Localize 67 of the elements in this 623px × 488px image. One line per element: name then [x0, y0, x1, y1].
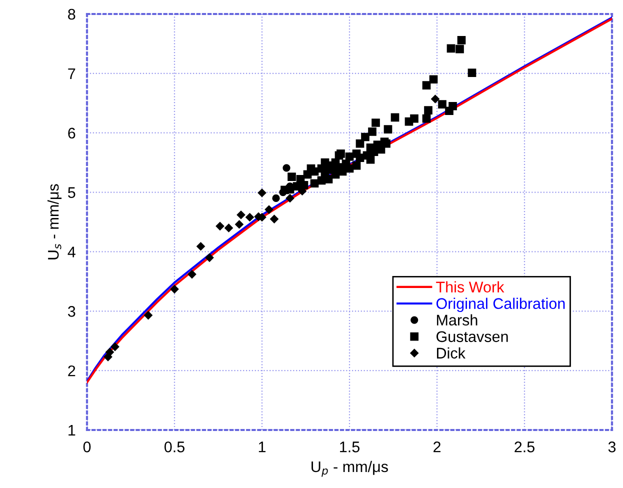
point: [345, 152, 354, 161]
y-tick-label: 2: [68, 365, 76, 376]
point: [429, 75, 438, 84]
point: [264, 205, 274, 214]
point: [424, 106, 432, 114]
point: [368, 128, 376, 136]
point: [384, 125, 392, 134]
point: [456, 44, 464, 54]
point: [216, 222, 224, 230]
x-tick-label: 0: [83, 442, 91, 452]
legend-label: Original Calibration: [436, 298, 565, 312]
point: [422, 81, 431, 90]
point: [288, 172, 296, 181]
y-tick-label: 4: [68, 246, 76, 258]
point: [246, 213, 254, 222]
x-tick-label: 2.5: [514, 442, 534, 452]
point: [282, 164, 290, 172]
point: [372, 118, 380, 127]
y-tick-label: 8: [68, 8, 76, 20]
point: [286, 185, 294, 194]
point: [270, 214, 278, 224]
point: [310, 179, 319, 188]
point: [205, 254, 214, 262]
point: [236, 210, 246, 219]
point: [170, 285, 179, 294]
y-tick-label: 3: [68, 306, 76, 317]
point: [320, 169, 330, 178]
point: [286, 194, 294, 202]
y-tick-label: 6: [68, 128, 76, 139]
point: [468, 68, 476, 77]
point: [352, 161, 361, 170]
point: [110, 342, 120, 351]
point: [317, 176, 326, 185]
point: [422, 114, 431, 123]
x-tick-label: 3: [608, 442, 616, 452]
legend-label: This Work: [436, 281, 504, 292]
y-tick-label: 5: [68, 187, 76, 198]
point: [431, 94, 440, 104]
x-tick-label: 0.5: [164, 442, 184, 452]
point: [361, 132, 370, 142]
x-axis-title: U$_{p}$ - mm/μs: [312, 460, 388, 477]
legend-label: Marsh: [436, 314, 478, 326]
point: [445, 106, 454, 116]
point: [366, 155, 375, 164]
legend-label: Dick: [436, 347, 466, 359]
x-tick-label: 1: [258, 442, 266, 452]
point: [188, 270, 196, 278]
point: [258, 188, 266, 198]
point: [106, 348, 114, 356]
point: [272, 194, 280, 202]
point: [356, 139, 364, 148]
point: [356, 154, 364, 162]
point: [144, 311, 152, 320]
point: [235, 220, 244, 229]
y-axis-title: U$_{s}$ - mm/μs: [48, 184, 62, 260]
point: [404, 117, 414, 126]
point: [196, 242, 205, 250]
x-tick-label: 2: [434, 442, 440, 452]
point: [446, 44, 456, 53]
point: [224, 224, 233, 232]
point: [390, 113, 400, 122]
point: [457, 36, 466, 44]
legend-label: Gustavsen: [436, 331, 508, 342]
y-tick-label: 7: [68, 68, 76, 79]
x-tick-label: 1.5: [340, 442, 360, 452]
y-tick-label: 1: [68, 425, 76, 436]
point: [438, 100, 446, 108]
